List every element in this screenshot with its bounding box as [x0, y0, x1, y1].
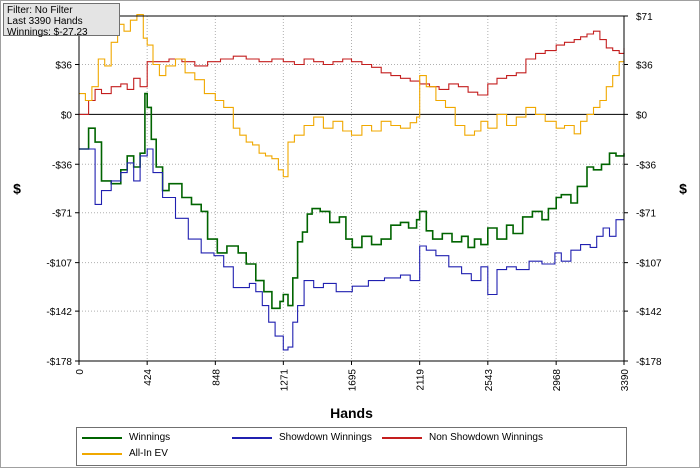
y-tick-label-right: -$71: [636, 209, 656, 220]
y-tick-label-right: -$142: [636, 307, 662, 318]
tick-labels: $71$71$36$36$0$0-$36-$36-$71-$71-$107-$1…: [46, 12, 662, 391]
legend-label-showdown: Showdown Winnings: [279, 432, 372, 443]
legend-item-showdown: Showdown Winnings: [232, 432, 372, 443]
x-tick-label: 3390: [620, 369, 631, 392]
y-tick-label-right: $71: [636, 12, 653, 23]
x-tick-label: 1271: [279, 369, 290, 392]
y-axis-title-left: $: [13, 181, 21, 197]
x-tick-label: 2968: [552, 369, 563, 392]
series-line-allin-ev: [79, 14, 625, 178]
y-tick-label-left: -$36: [52, 160, 72, 171]
x-tick-label: 2119: [416, 369, 427, 391]
y-tick-label-right: -$107: [636, 259, 662, 270]
y-tick-label-right: $36: [636, 60, 653, 71]
filter-label: Filter: No Filter: [7, 5, 73, 16]
axes: [75, 15, 628, 365]
series-line-winnings: [79, 92, 625, 310]
x-tick-label: 1695: [348, 369, 359, 392]
legend-swatch-winnings: [82, 436, 122, 439]
y-tick-label-left: -$71: [52, 209, 72, 220]
series-line-non-showdown: [79, 30, 625, 115]
winnings-label: Winnings: $-27.23: [7, 27, 88, 38]
y-tick-label-left: $36: [55, 60, 72, 71]
legend: Winnings Showdown Winnings Non Showdown …: [76, 427, 627, 466]
y-tick-label-right: -$36: [636, 160, 656, 171]
filter-info-box: Filter: No Filter Last 3390 Hands Winnin…: [3, 3, 120, 38]
y-tick-label-left: $0: [61, 110, 73, 121]
legend-label-non-showdown: Non Showdown Winnings: [429, 432, 543, 443]
legend-item-winnings: Winnings: [82, 432, 170, 443]
legend-swatch-showdown: [232, 436, 272, 439]
y-tick-label-right: -$178: [636, 357, 662, 368]
series-line-showdown: [79, 148, 624, 351]
plot-border: [78, 15, 625, 362]
legend-label-winnings: Winnings: [129, 432, 171, 443]
y-axis-title-right: $: [679, 181, 687, 197]
x-tick-label: 2543: [484, 369, 495, 392]
legend-swatch-allin-ev: [82, 452, 122, 455]
grid: [79, 15, 624, 362]
y-tick-label-left: -$107: [46, 259, 72, 270]
x-axis-title: Hands: [330, 405, 373, 421]
y-tick-label-right: $0: [636, 110, 648, 121]
y-tick-label-left: -$142: [46, 307, 72, 318]
legend-item-non-showdown: Non Showdown Winnings: [382, 432, 543, 443]
legend-swatch-non-showdown: [382, 436, 422, 439]
legend-label-allin-ev: All-In EV: [129, 448, 168, 459]
hands-count-label: Last 3390 Hands: [7, 16, 83, 27]
x-tick-label: 848: [211, 369, 222, 386]
x-tick-label: 424: [143, 369, 154, 386]
x-tick-label: 0: [75, 369, 86, 375]
y-tick-label-left: -$178: [46, 357, 72, 368]
series-lines: [79, 14, 625, 351]
legend-item-allin-ev: All-In EV: [82, 448, 168, 459]
